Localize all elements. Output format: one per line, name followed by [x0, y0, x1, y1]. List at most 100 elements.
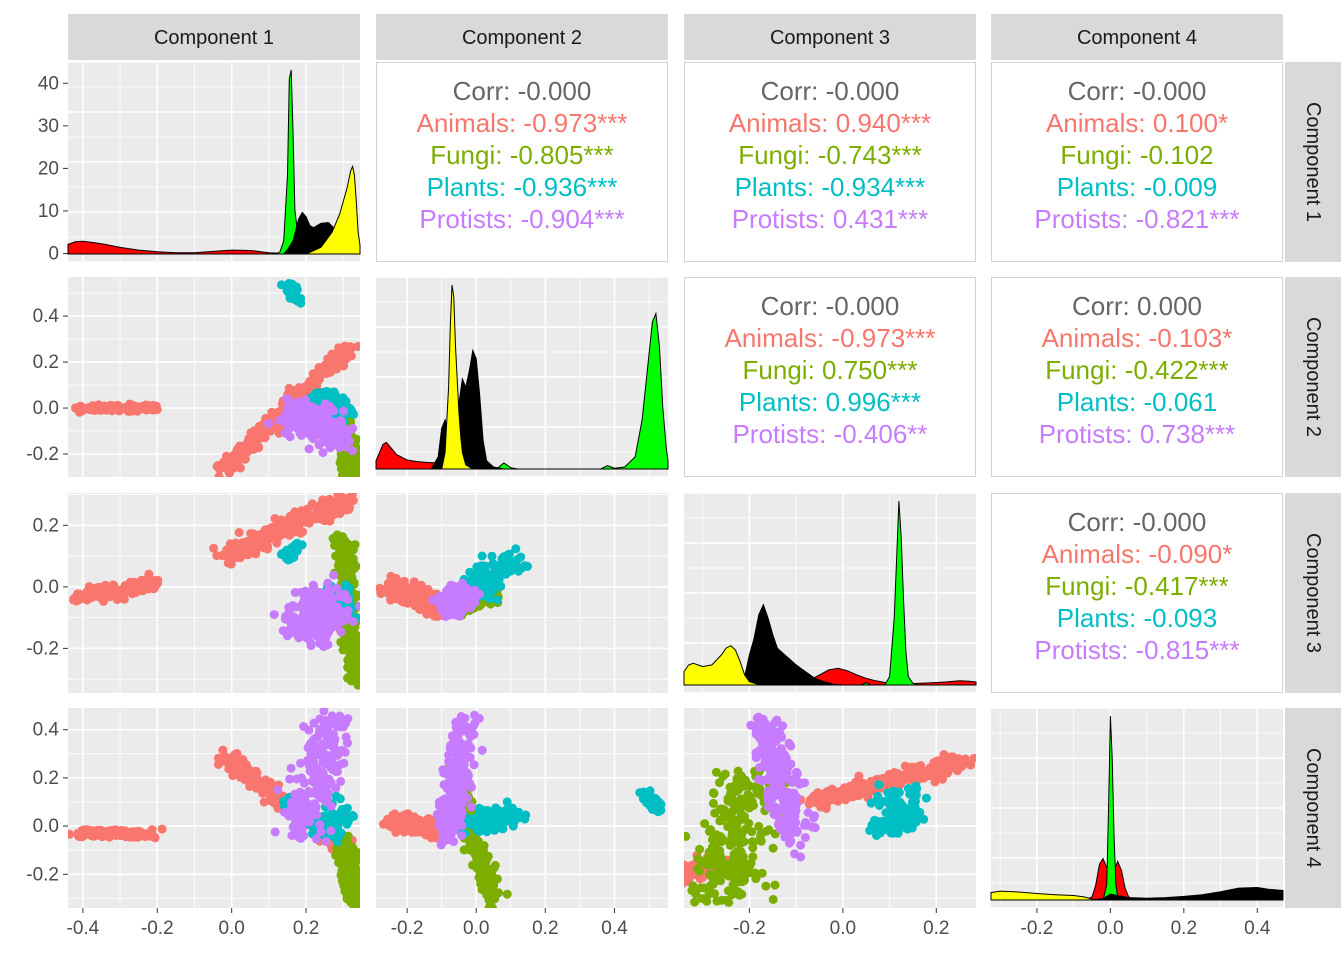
correlation-line: Protists: 0.431***: [732, 204, 929, 234]
point-protists: [275, 416, 284, 425]
point-animals: [222, 463, 231, 473]
correlation-line: Fungi: -0.417***: [1045, 571, 1229, 601]
point-protists: [315, 820, 325, 830]
point-animals: [234, 528, 244, 537]
point-fungi: [343, 887, 353, 896]
point-animals: [106, 400, 116, 410]
point-protists: [330, 435, 340, 445]
point-animals: [249, 444, 259, 454]
correlation-value: -0.417***: [1117, 571, 1228, 601]
point-protists: [343, 714, 353, 724]
point-animals: [406, 824, 416, 834]
point-animals: [214, 753, 223, 763]
correlation-value: -0.422***: [1117, 355, 1228, 385]
density-protists: [683, 645, 976, 686]
point-protists: [447, 603, 457, 613]
point-protists: [297, 817, 307, 827]
point-protists: [319, 642, 329, 652]
point-fungi: [349, 477, 358, 486]
point-protists: [348, 617, 358, 627]
correlation-label: Corr:: [761, 291, 819, 321]
point-protists: [319, 708, 329, 716]
point-animals: [157, 824, 167, 834]
point-animals: [232, 749, 242, 758]
point-fungi: [349, 667, 359, 677]
point-plants: [506, 566, 516, 576]
correlation-value: -0.821***: [1128, 204, 1239, 234]
correlation-label: Fungi: [430, 140, 495, 170]
point-fungi: [330, 540, 339, 550]
x-tick-label: 0.0: [218, 918, 244, 939]
point-protists: [337, 431, 347, 441]
correlation-label: Animals: [1042, 323, 1134, 353]
correlation-panel: [991, 493, 1283, 693]
point-protists: [312, 790, 322, 799]
row-strip: [1285, 493, 1341, 693]
point-protists: [289, 612, 299, 622]
point-protists: [326, 826, 336, 836]
point-protists: [329, 741, 339, 750]
correlation-line: Corr: 0.000: [1072, 291, 1202, 321]
correlation-line: Protists: -0.815***: [1034, 635, 1239, 665]
point-protists: [323, 734, 333, 744]
point-protists: [294, 633, 304, 643]
point-protists: [278, 626, 288, 636]
correlation-value: -0.936***: [506, 172, 617, 202]
point-fungi: [353, 646, 360, 656]
y-tick-label: 0: [48, 243, 59, 264]
point-plants: [488, 559, 498, 568]
point-fungi: [348, 476, 354, 477]
correlation-line: Plants: 0.996***: [739, 387, 921, 417]
point-protists: [360, 592, 369, 601]
colon: :: [1125, 419, 1132, 449]
point-animals: [420, 592, 430, 602]
colon: :: [817, 323, 824, 353]
point-animals: [137, 575, 147, 585]
correlation-value: -0.406**: [826, 419, 927, 449]
correlation-line: Plants: -0.934***: [735, 172, 926, 202]
correlation-line: Animals: 0.940***: [729, 108, 931, 138]
point-fungi: [346, 482, 355, 491]
point-animals: [422, 823, 432, 833]
row-strip: [1285, 62, 1341, 262]
colon: :: [818, 204, 825, 234]
colon: :: [819, 419, 826, 449]
correlation-value: -0.000: [1125, 507, 1206, 537]
correlation-panel: [376, 62, 668, 262]
correlation-label: Plants: [427, 172, 499, 202]
correlation-line: Animals: -0.973***: [416, 108, 627, 138]
point-protists: [326, 598, 336, 608]
point-protists: [329, 719, 339, 729]
point-protists: [310, 412, 320, 422]
point-protists: [336, 416, 346, 425]
point-protists: [294, 418, 304, 428]
point-protists: [285, 774, 295, 784]
correlation-value: -0.000: [1125, 76, 1206, 106]
panel-background: [376, 708, 668, 908]
point-fungi: [344, 483, 353, 492]
correlation-line: Corr: -0.000: [761, 76, 900, 106]
point-animals: [262, 533, 271, 543]
x-tick-label: -0.2: [141, 918, 174, 939]
point-protists: [300, 395, 310, 405]
y-tick-label: 0.0: [33, 398, 59, 419]
point-protists: [303, 627, 313, 637]
colon: :: [1134, 539, 1141, 569]
correlation-line: Plants: -0.093: [1057, 603, 1217, 633]
point-protists: [304, 429, 314, 439]
correlation-value: 0.000: [1130, 291, 1202, 321]
point-protists: [318, 602, 328, 612]
scatter-points: [379, 710, 666, 908]
correlation-label: Fungi: [1045, 571, 1110, 601]
point-plants: [336, 394, 345, 404]
density-fungi: [476, 311, 669, 470]
correlation-value: -0.061: [1136, 387, 1217, 417]
point-protists: [325, 616, 335, 626]
correlation-line: Fungi: -0.422***: [1045, 355, 1229, 385]
point-animals: [410, 588, 420, 598]
correlation-value: -0.973***: [824, 323, 935, 353]
point-animals: [81, 828, 91, 838]
point-protists: [324, 751, 334, 761]
point-animals: [323, 495, 333, 505]
colon: :: [1129, 387, 1136, 417]
